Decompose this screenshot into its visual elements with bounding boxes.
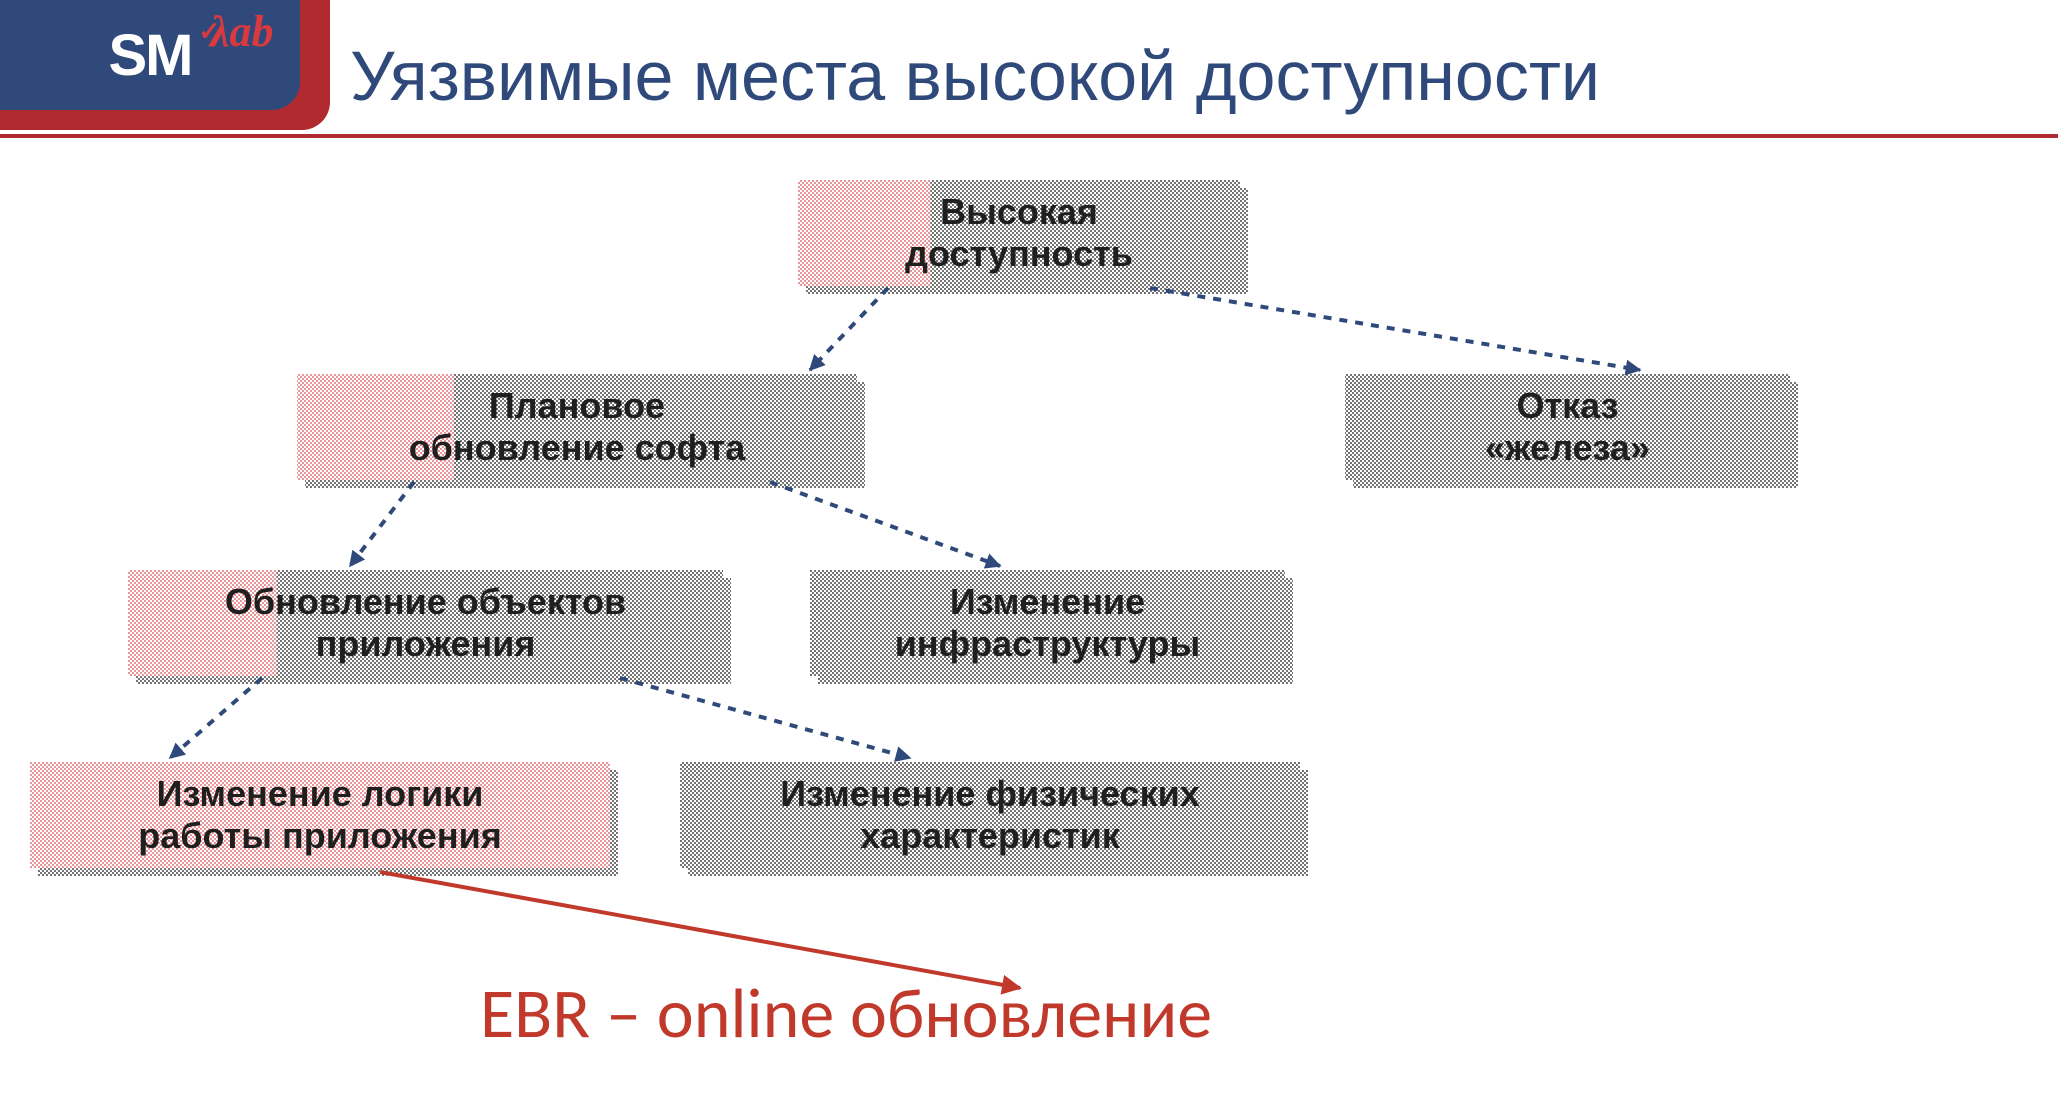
edge (810, 288, 888, 370)
node-label: Плановоеобновление софта (399, 385, 756, 470)
node-label: Обновление объектовприложения (215, 581, 636, 666)
diagram-svg (0, 0, 2058, 1114)
node-plan: Плановоеобновление софта (297, 374, 857, 480)
node-appobj: Обновление объектовприложения (128, 570, 723, 676)
logo-tab-inner: SM ✓ λab (0, 0, 300, 110)
edge (1150, 288, 1640, 370)
edge (770, 482, 1000, 566)
edge (170, 678, 262, 758)
node-hw: Отказ«железа» (1345, 374, 1790, 480)
logo-text: SM ✓ (109, 22, 192, 89)
title-rule (0, 134, 2058, 138)
node-label: Изменениеинфраструктуры (885, 581, 1210, 666)
page-title: Уязвимые места высокой доступности (350, 36, 1600, 116)
node-label: Изменение логикиработы приложения (128, 773, 511, 858)
logo-accent: λab (210, 6, 274, 57)
edge (350, 482, 414, 566)
node-label: Высокаядоступность (895, 191, 1143, 276)
node-label: Отказ«железа» (1475, 385, 1660, 470)
footer-text: EBR – online обновление (480, 970, 1212, 1056)
node-label: Изменение физическиххарактеристик (770, 773, 1209, 858)
node-phys: Изменение физическиххарактеристик (680, 762, 1300, 868)
node-root: Высокаядоступность (798, 180, 1240, 286)
slide: SM ✓ λab Уязвимые места высокой доступно… (0, 0, 2058, 1114)
node-infra: Изменениеинфраструктуры (810, 570, 1285, 676)
edge (620, 678, 910, 758)
logo-primary: SM (109, 23, 192, 88)
node-logic: Изменение логикиработы приложения (30, 762, 610, 868)
